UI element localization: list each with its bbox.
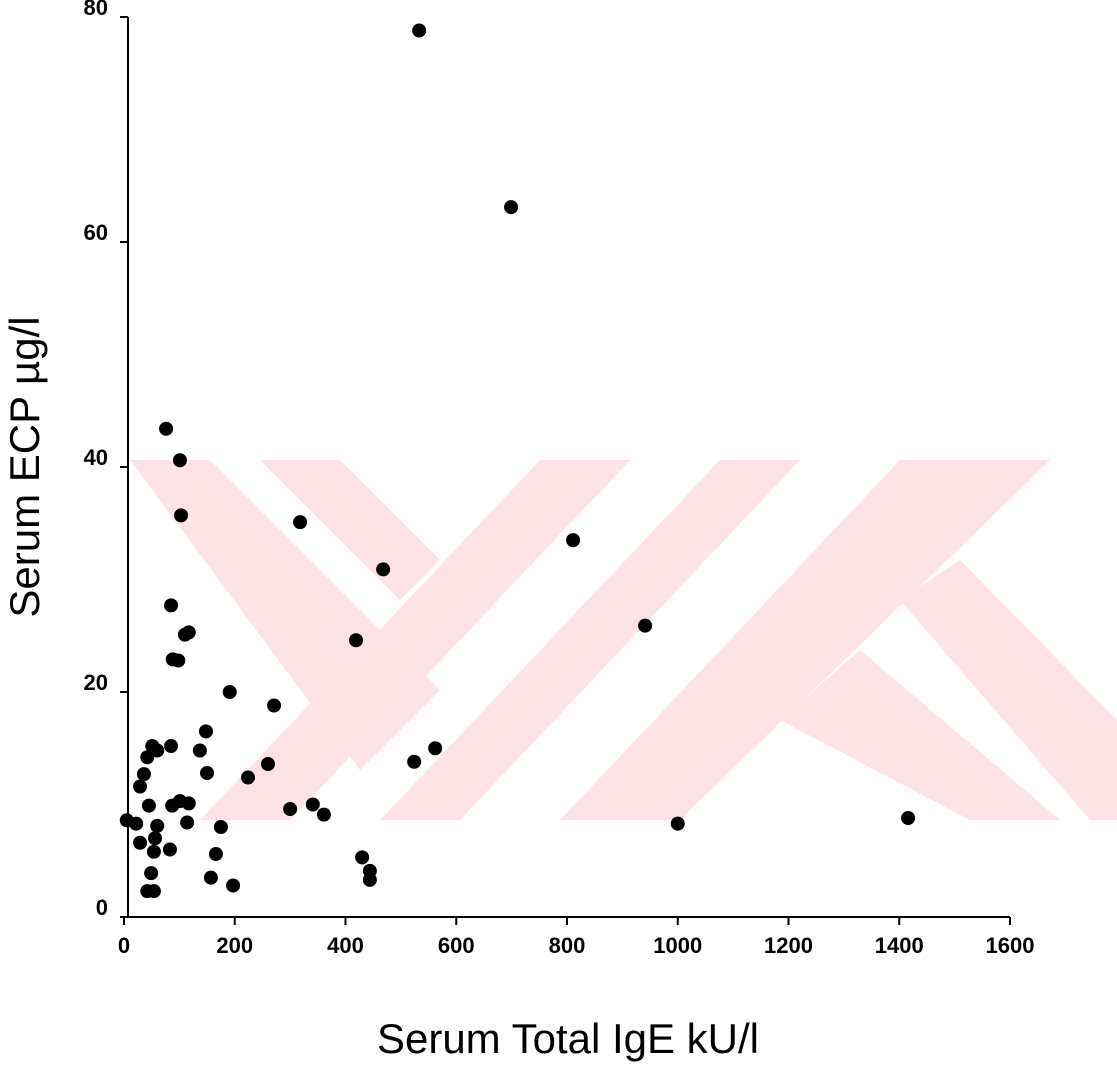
data-point [177,627,192,642]
data-point [150,818,165,833]
data-point [164,739,179,753]
x-tick-label: 1600 [986,933,1035,958]
watermark-shape [200,460,630,820]
watermark-shape [780,650,1060,820]
data-point [428,741,443,756]
data-point [192,743,207,758]
data-point [146,884,161,899]
data-point [638,618,653,633]
data-point [133,779,148,794]
watermark-shape [380,460,800,820]
x-tick-label: 400 [327,933,364,958]
data-point [376,562,391,577]
data-point [129,816,144,831]
data-point [305,797,320,812]
data-point [222,685,237,699]
data-point [172,453,187,468]
data-point [146,844,161,859]
y-axis-title: Serum ECP µg/l [1,316,48,617]
x-axis-title: Serum Total IgE kU/l [377,1015,759,1062]
y-tick-label: 60 [84,220,108,245]
data-point [159,421,174,436]
data-point [144,866,159,881]
data-point [165,798,180,813]
data-point [180,815,195,830]
data-point [133,835,148,850]
data-point [412,23,427,38]
watermark [130,460,1117,820]
data-point [283,802,298,816]
data-point [136,767,151,782]
watermark-shape [560,460,1050,820]
data-point [213,820,228,834]
x-tick-label: 0 [118,933,130,958]
data-point [200,766,215,780]
data-point [148,831,163,846]
data-point [355,850,370,865]
x-tick-label: 800 [549,933,586,958]
x-tick-label: 1400 [875,933,924,958]
data-point [208,847,223,861]
data-point [198,724,213,739]
data-point [901,811,916,825]
data-point [203,870,218,885]
data-point [504,200,519,215]
data-point [362,872,377,887]
data-point [140,750,155,765]
x-tick-label: 200 [216,933,253,958]
data-point [174,508,189,523]
watermark-shape [900,560,1117,820]
y-tick-label: 0 [96,895,108,920]
data-point [226,878,241,893]
x-tick-label: 1200 [764,933,813,958]
data-point [316,807,331,822]
data-point [141,798,156,813]
data-point [171,653,186,668]
data-point [181,796,196,811]
x-tick-label: 1000 [653,933,702,958]
data-point [670,816,685,831]
data-point [164,598,179,613]
data-point [293,515,308,530]
x-tick-label: 600 [438,933,475,958]
y-tick-label: 80 [84,0,108,20]
data-point [162,842,177,857]
data-point [407,754,422,769]
data-point [241,770,256,785]
watermark-shape [130,460,440,770]
data-point [267,698,282,713]
data-point [566,533,581,548]
data-point [260,757,275,771]
watermark-shape [260,460,440,600]
data-point [349,633,364,648]
y-tick-label: 40 [84,445,108,470]
data-point [150,743,165,758]
y-tick-label: 20 [84,670,108,695]
